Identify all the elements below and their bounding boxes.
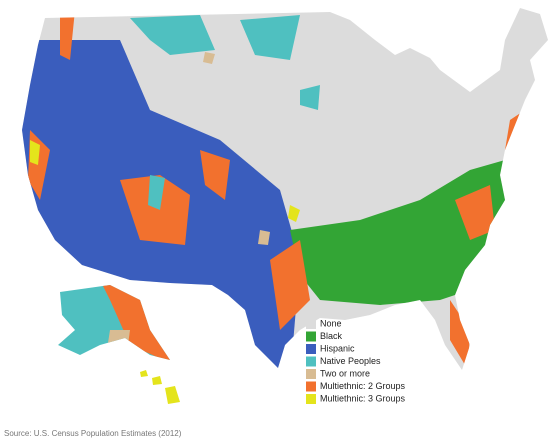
region-multiethnic-2 xyxy=(100,285,170,360)
region-native xyxy=(130,15,320,210)
legend-swatch xyxy=(306,344,316,354)
legend-label: Hispanic xyxy=(320,343,355,353)
region-multiethnic-2 xyxy=(28,10,525,370)
region-black xyxy=(290,160,510,305)
hawaii xyxy=(140,370,180,404)
legend-label: Two or more xyxy=(320,368,370,378)
source: Source: U.S. Census Population Estimates… xyxy=(4,429,182,438)
legend-label: None xyxy=(320,318,342,328)
legend-label: Native Peoples xyxy=(320,356,381,366)
alaska xyxy=(58,285,170,360)
legend-label: Black xyxy=(320,331,343,341)
region-two-or-more xyxy=(108,330,130,345)
legend-swatch xyxy=(306,369,316,379)
legend: None Black Hispanic Native Peoples Two or mo… xyxy=(306,318,406,404)
legend-swatch xyxy=(306,381,316,392)
region-multiethnic-3 xyxy=(140,370,180,404)
legend-swatch xyxy=(306,319,316,329)
legend-swatch xyxy=(306,331,316,342)
legend-label: Multiethnic: 3 Groups xyxy=(320,393,406,403)
legend-swatch xyxy=(306,356,316,367)
legend-label: Multiethnic: 2 Groups xyxy=(320,381,406,391)
legend-swatch xyxy=(306,394,316,404)
